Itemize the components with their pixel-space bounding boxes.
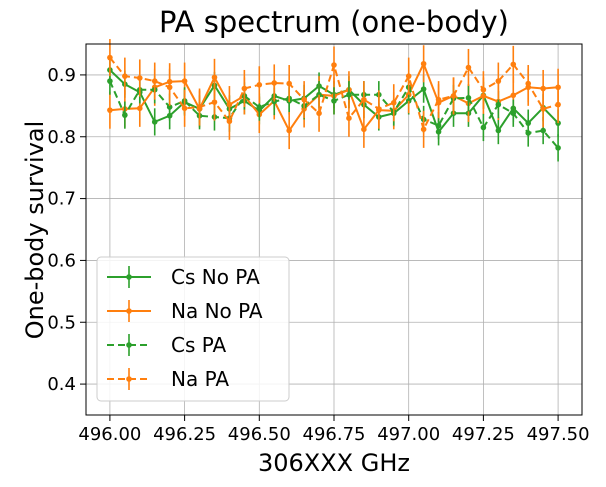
data-point — [495, 78, 502, 84]
legend-swatch-marker — [126, 308, 132, 314]
plot-series — [107, 39, 561, 162]
data-point — [420, 60, 427, 67]
x-tick-label: 496.75 — [303, 424, 366, 445]
legend-box — [96, 256, 290, 402]
x-axis-label: 306XXX GHz — [258, 449, 410, 477]
data-point — [495, 101, 502, 108]
data-point — [181, 105, 188, 112]
data-point — [122, 73, 128, 79]
data-point — [540, 127, 546, 134]
legend-label: Cs No PA — [171, 265, 260, 289]
data-point — [241, 85, 248, 92]
data-point — [465, 94, 472, 101]
data-point — [107, 54, 113, 61]
x-tick-label: 496.25 — [153, 424, 216, 445]
legend-entry: Na PA — [107, 367, 229, 391]
series-na-pa — [107, 39, 561, 148]
legend-swatch-marker — [126, 342, 132, 348]
y-tick-label: 0.9 — [47, 65, 76, 86]
legend-swatch-marker — [126, 376, 132, 382]
data-point — [361, 96, 367, 103]
data-point — [510, 110, 517, 117]
legend-label: Cs PA — [171, 333, 227, 357]
data-point — [480, 86, 487, 93]
data-point — [256, 104, 263, 110]
data-point — [540, 106, 546, 112]
data-point — [525, 80, 532, 87]
x-tick-label: 496.00 — [78, 424, 141, 445]
x-tick-label: 496.50 — [228, 424, 291, 445]
data-point — [316, 110, 322, 117]
data-point — [510, 61, 517, 68]
data-point — [435, 96, 442, 103]
data-point — [480, 124, 487, 131]
y-tick-label: 0.8 — [47, 127, 76, 148]
data-point — [540, 85, 546, 92]
data-point — [465, 64, 472, 71]
data-point — [420, 126, 427, 133]
data-point — [226, 118, 233, 125]
data-point — [510, 92, 517, 99]
data-point — [107, 78, 113, 84]
y-tick-label: 0.4 — [47, 374, 76, 395]
data-point — [256, 82, 263, 88]
data-point — [316, 91, 322, 98]
data-point — [390, 99, 397, 106]
data-point — [151, 119, 158, 125]
legend-label: Na No PA — [171, 299, 263, 323]
data-point — [166, 104, 173, 110]
data-point — [211, 99, 218, 105]
data-point — [346, 115, 352, 121]
y-tick-label: 0.5 — [47, 312, 76, 333]
data-point — [361, 126, 367, 133]
data-point — [450, 93, 457, 99]
data-point — [301, 96, 307, 103]
data-point — [122, 112, 128, 118]
legend-swatch-marker — [126, 274, 132, 280]
legend-entry: Na No PA — [107, 299, 263, 323]
x-tick-label: 497.25 — [452, 424, 515, 445]
x-tick-label: 497.50 — [527, 424, 590, 445]
y-tick-label: 0.6 — [47, 250, 76, 271]
legend-label: Na PA — [171, 367, 229, 391]
legend: Cs No PA Na No PA Cs PA Na PA — [96, 256, 290, 402]
y-axis-label: One-body survival — [21, 121, 49, 340]
data-point — [211, 74, 218, 81]
legend-entry: Cs PA — [107, 333, 227, 357]
data-point — [181, 78, 188, 84]
data-point — [346, 91, 352, 98]
axis-ticks: 496.00 496.25 496.50 496.75 497.00 497.25 497.… — [47, 65, 589, 445]
data-point — [331, 62, 337, 68]
data-point — [271, 80, 278, 86]
data-point — [136, 105, 143, 112]
data-point — [196, 104, 203, 110]
data-point — [555, 101, 561, 108]
data-point — [495, 127, 502, 134]
data-point — [166, 84, 173, 91]
y-tick-label: 0.7 — [47, 189, 76, 210]
data-point — [286, 127, 292, 134]
data-point — [420, 86, 427, 92]
data-point — [555, 145, 561, 151]
data-point — [107, 107, 113, 113]
data-point — [376, 106, 382, 112]
legend-entry: Cs No PA — [107, 265, 260, 289]
x-tick-label: 497.00 — [377, 424, 440, 445]
chart-title: PA spectrum (one-body) — [159, 5, 509, 39]
data-point — [136, 75, 143, 81]
data-point — [286, 80, 292, 87]
data-point — [405, 73, 412, 79]
data-point — [525, 130, 532, 136]
data-point — [435, 122, 442, 129]
data-point — [151, 78, 158, 84]
data-point — [331, 98, 337, 104]
